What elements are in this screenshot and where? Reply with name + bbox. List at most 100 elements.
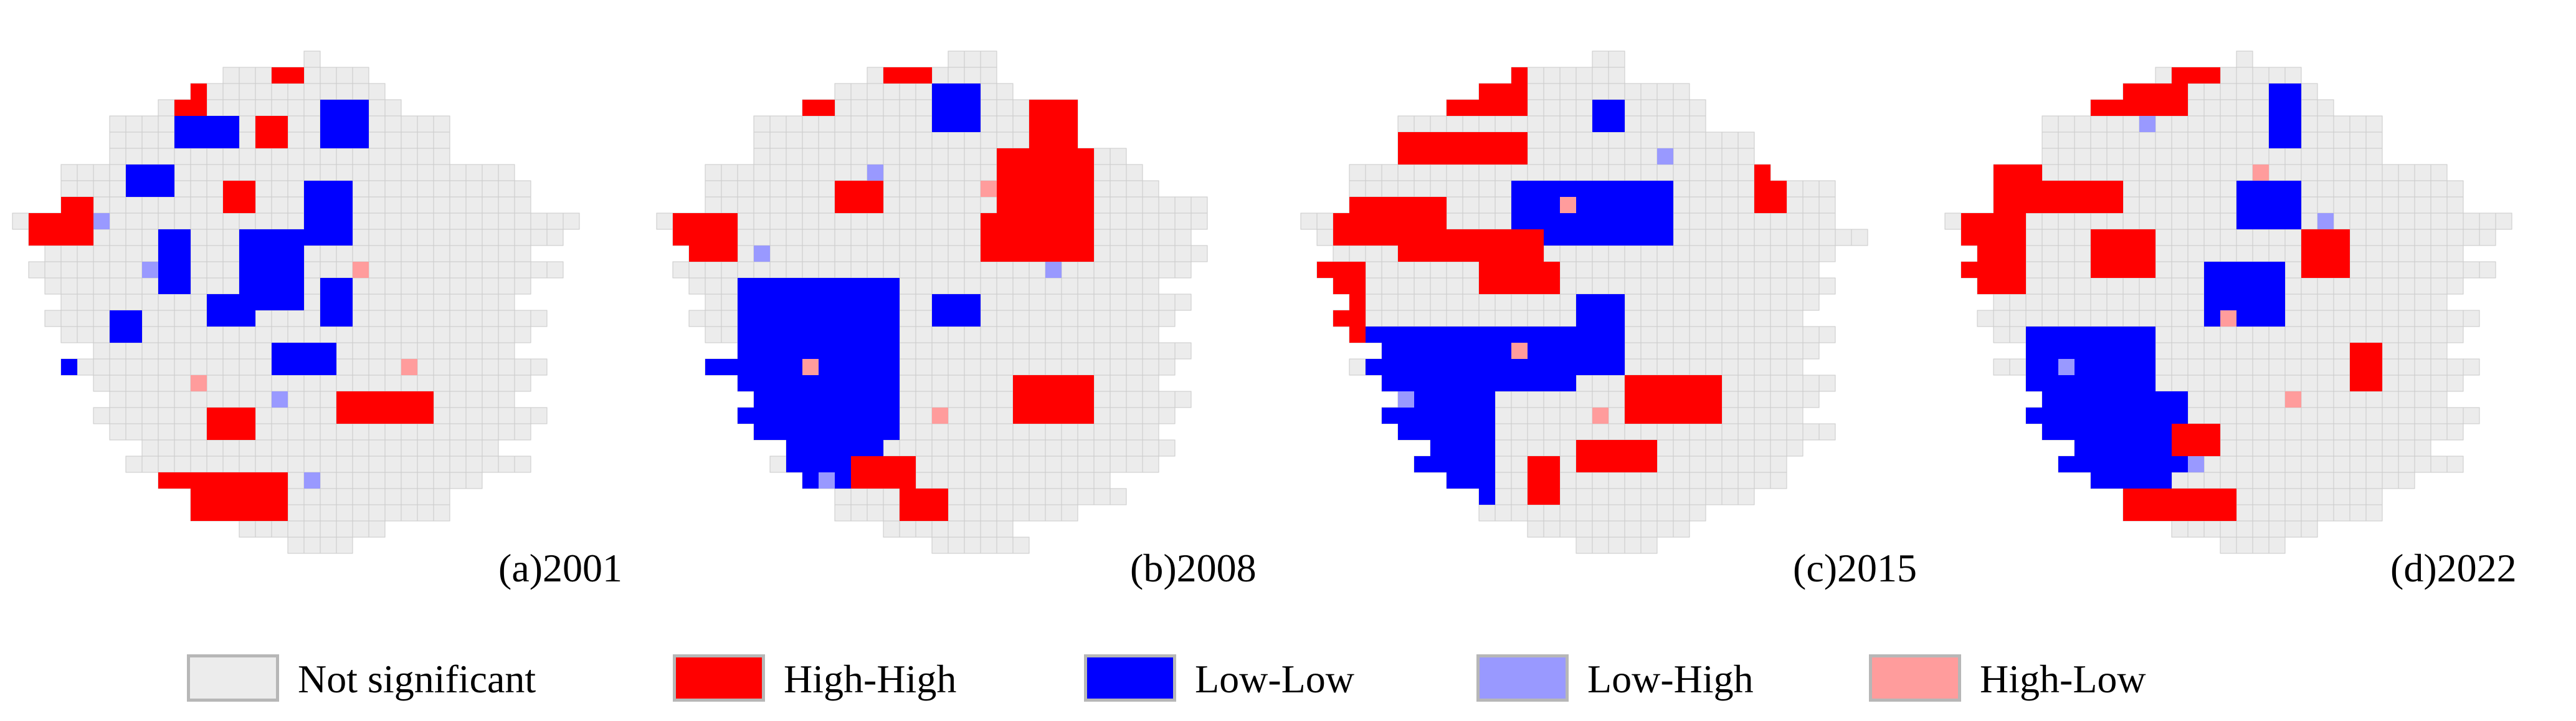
not-significant-cell: [867, 67, 884, 84]
not-significant-cell: [336, 358, 353, 376]
not-significant-cell: [449, 391, 467, 408]
low-low-cell: [320, 294, 336, 310]
not-significant-cell: [1174, 294, 1192, 311]
not-significant-cell: [2301, 439, 2318, 457]
not-significant-cell: [2236, 164, 2253, 181]
not-significant-cell: [465, 310, 483, 327]
not-significant-cell: [417, 148, 434, 165]
high-high-cell: [255, 116, 272, 132]
not-significant-cell: [2041, 245, 2059, 262]
not-significant-cell: [1430, 261, 1447, 279]
low-low-cell: [1528, 375, 1544, 391]
not-significant-cell: [287, 537, 305, 554]
not-significant-cell: [2203, 326, 2221, 343]
not-significant-cell: [899, 196, 916, 214]
not-significant-cell: [1737, 488, 1755, 505]
not-significant-cell: [721, 180, 738, 198]
not-significant-cell: [1110, 245, 1127, 262]
low-low-cell: [288, 246, 304, 262]
high-high-cell: [1544, 262, 1560, 278]
not-significant-cell: [1495, 504, 1512, 522]
low-low-cell: [2091, 343, 2107, 359]
low-low-cell: [1495, 327, 1511, 343]
not-significant-cell: [433, 180, 450, 198]
not-significant-cell: [1158, 358, 1176, 376]
high-high-cell: [1078, 391, 1094, 408]
not-significant-cell: [401, 277, 418, 295]
low-low-cell: [1576, 181, 1592, 197]
high-high-cell: [2091, 197, 2107, 213]
not-significant-cell: [1689, 310, 1706, 327]
not-significant-cell: [433, 196, 450, 214]
not-significant-cell: [2252, 472, 2269, 489]
not-significant-cell: [1737, 229, 1755, 246]
not-significant-cell: [1446, 277, 1463, 295]
low-low-cell: [2253, 310, 2269, 327]
not-significant-cell: [1592, 83, 1609, 100]
not-significant-cell: [2333, 196, 2350, 214]
not-significant-cell: [93, 375, 110, 392]
not-significant-cell: [2414, 342, 2431, 360]
low-low-cell: [786, 375, 802, 391]
low-low-cell: [353, 132, 369, 148]
not-significant-cell: [1993, 294, 2010, 311]
not-significant-cell: [401, 504, 418, 522]
not-significant-cell: [1802, 375, 1820, 392]
not-significant-cell: [303, 520, 321, 538]
not-significant-cell: [1559, 131, 1577, 149]
not-significant-cell: [1754, 456, 1771, 473]
not-significant-cell: [2025, 294, 2043, 311]
not-significant-cell: [737, 245, 754, 262]
not-significant-cell: [753, 261, 771, 279]
not-significant-cell: [2252, 245, 2269, 262]
low-low-cell: [867, 424, 883, 440]
not-significant-cell: [1737, 196, 1755, 214]
not-significant-cell: [1110, 212, 1127, 230]
not-significant-cell: [1559, 439, 1577, 457]
low-low-cell: [2139, 391, 2155, 408]
not-significant-cell: [850, 148, 868, 165]
not-significant-cell: [1110, 294, 1127, 311]
not-significant-cell: [883, 439, 900, 457]
not-significant-cell: [482, 294, 499, 311]
not-significant-cell: [1430, 294, 1447, 311]
not-significant-cell: [336, 472, 353, 489]
low-low-cell: [964, 310, 981, 327]
not-significant-cell: [93, 196, 110, 214]
legend-label-not-significant: Not significant: [298, 657, 536, 701]
not-significant-cell: [867, 212, 884, 230]
not-significant-cell: [336, 439, 353, 457]
not-significant-cell: [1624, 537, 1642, 554]
not-significant-cell: [239, 148, 256, 165]
not-significant-cell: [255, 310, 272, 327]
not-significant-cell: [867, 83, 884, 100]
low-low-cell: [1382, 327, 1398, 343]
not-significant-cell: [1673, 180, 1690, 198]
low-low-cell: [2107, 375, 2123, 391]
not-significant-cell: [948, 504, 965, 522]
not-significant-cell: [2446, 407, 2464, 424]
not-significant-cell: [1592, 261, 1609, 279]
not-significant-cell: [1576, 261, 1593, 279]
not-significant-cell: [2236, 67, 2253, 84]
not-significant-cell: [737, 180, 754, 198]
high-high-cell: [1062, 246, 1078, 262]
not-significant-cell: [158, 148, 175, 165]
low-low-cell: [2285, 116, 2301, 132]
not-significant-cell: [980, 50, 997, 68]
high-high-cell: [1398, 246, 1414, 262]
not-significant-cell: [174, 196, 191, 214]
not-significant-cell: [1689, 245, 1706, 262]
not-significant-cell: [1802, 229, 1820, 246]
not-significant-cell: [417, 164, 434, 181]
not-significant-cell: [206, 456, 224, 473]
low-low-cell: [867, 294, 883, 310]
not-significant-cell: [1029, 342, 1046, 360]
high-high-cell: [2204, 440, 2220, 456]
low-low-cell: [1414, 375, 1430, 391]
not-significant-cell: [1737, 277, 1755, 295]
not-significant-cell: [1689, 504, 1706, 522]
low-low-cell: [2236, 181, 2253, 197]
not-significant-cell: [336, 245, 353, 262]
low-low-cell: [705, 359, 721, 375]
